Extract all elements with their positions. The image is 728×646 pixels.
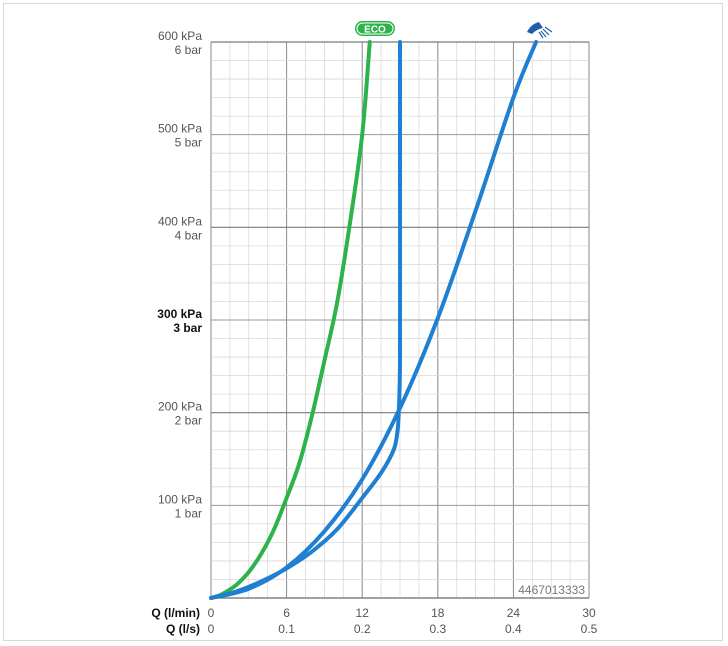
y-tick-label-bar: 6 bar <box>175 43 202 57</box>
x-tick-label-lmin: 6 <box>283 606 290 620</box>
y-tick-label-bar: 2 bar <box>175 414 202 428</box>
y-tick-label-kpa: 200 kPa <box>158 400 202 414</box>
shower-head-icon <box>527 22 553 39</box>
y-tick-label-bar: 4 bar <box>175 228 202 242</box>
x-tick-label-lmin: 24 <box>507 606 521 620</box>
y-tick-label-bar: 5 bar <box>175 136 202 150</box>
product-code: 4467013333 <box>518 583 585 597</box>
x-axis-title-lmin: Q (l/min) <box>151 606 200 620</box>
series-line-1 <box>209 40 372 600</box>
series-line-3 <box>209 40 539 600</box>
y-tick-label-kpa: 400 kPa <box>158 214 202 228</box>
x-tick-label-ls: 0.2 <box>354 622 371 636</box>
x-tick-label-ls: 0.5 <box>581 622 598 636</box>
y-tick-label-kpa: 600 kPa <box>158 29 202 43</box>
y-tick-label-kpa: 300 kPa <box>157 307 202 321</box>
x-tick-label-ls: 0.3 <box>429 622 446 636</box>
y-tick-label-kpa: 100 kPa <box>158 492 202 506</box>
eco-badge-icon: ECO <box>355 21 395 36</box>
x-axis-title-ls: Q (l/s) <box>166 622 200 636</box>
chart-series <box>209 40 539 600</box>
x-tick-label-lmin: 18 <box>431 606 445 620</box>
eco-badge-label: ECO <box>364 25 386 36</box>
y-tick-label-bar: 1 bar <box>175 506 202 520</box>
x-tick-label-ls: 0 <box>208 622 215 636</box>
x-tick-label-lmin: 30 <box>582 606 596 620</box>
x-tick-label-ls: 0.1 <box>278 622 295 636</box>
y-tick-label-bar: 3 bar <box>173 321 202 335</box>
y-tick-label-kpa: 500 kPa <box>158 122 202 136</box>
x-tick-label-ls: 0.4 <box>505 622 522 636</box>
x-tick-label-lmin: 0 <box>208 606 215 620</box>
x-tick-label-lmin: 12 <box>356 606 370 620</box>
